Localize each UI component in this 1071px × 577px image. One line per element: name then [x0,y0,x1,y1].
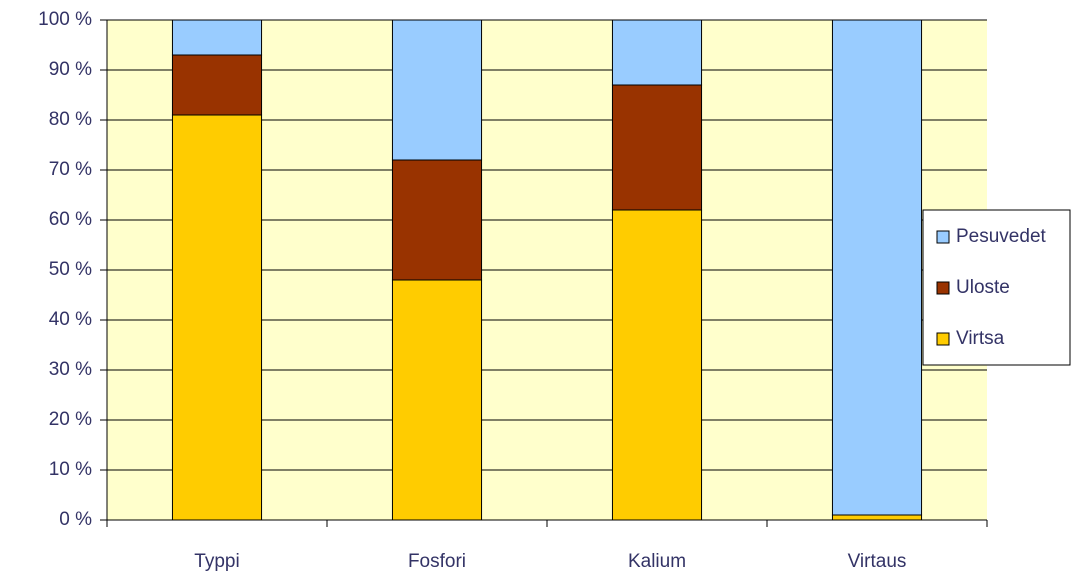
y-tick-label: 50 % [49,259,92,280]
bar-segment [611,84,703,211]
bar-segment [391,19,483,161]
y-tick-label: 0 % [59,509,92,530]
x-tick-label: Typpi [194,551,239,572]
legend-label: Virtsa [956,328,1005,349]
y-tick-label: 40 % [49,309,92,330]
bar-segment [831,514,923,521]
bar-segment [171,114,263,521]
bar-segment [611,209,703,521]
y-tick-label: 60 % [49,209,92,230]
legend-swatch [936,230,950,244]
bar-segment [611,19,703,86]
x-tick-label: Fosfori [408,551,466,572]
y-tick-label: 20 % [49,409,92,430]
y-tick-label: 70 % [49,159,92,180]
bar-segment [171,54,263,116]
y-tick-label: 10 % [49,459,92,480]
y-tick-label: 80 % [49,109,92,130]
legend-swatch [936,281,950,295]
bar-segment [391,159,483,281]
bar-segment [171,19,263,56]
x-tick-label: Kalium [628,551,686,572]
legend-swatch [936,332,950,346]
y-tick-label: 90 % [49,59,92,80]
bar-segment [831,19,923,516]
legend-label: Pesuvedet [956,226,1047,247]
x-tick-label: Virtaus [848,551,907,572]
bar-segment [391,279,483,521]
y-tick-label: 30 % [49,359,92,380]
legend-label: Uloste [956,277,1010,298]
y-tick-label: 100 % [38,9,92,30]
